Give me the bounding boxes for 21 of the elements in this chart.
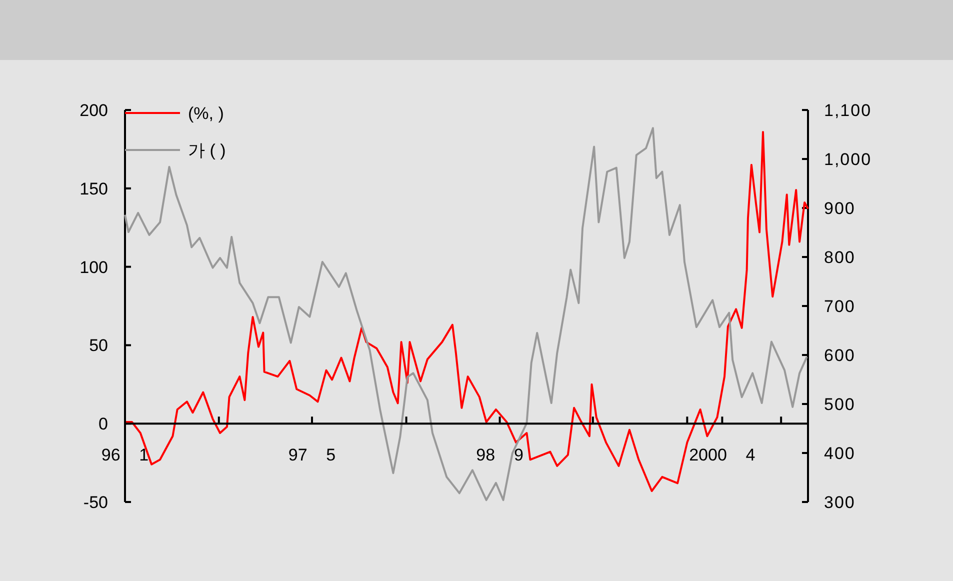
x-tick-label: 98 9 [476, 446, 524, 465]
x-tick-label: 2000 4 [689, 446, 756, 465]
x-tick-label: 97 5 [288, 446, 336, 465]
y2-tick-label: 300 [824, 493, 856, 512]
y2-tick-label: 600 [824, 346, 856, 365]
y2-tick-label: 500 [824, 395, 856, 414]
y2-tick-label: 800 [824, 248, 856, 267]
y2-tick-label: 700 [824, 297, 856, 316]
legend-label: (%, ) [188, 104, 224, 123]
legend-label: 가 ( ) [188, 141, 226, 160]
y-tick-label: 150 [80, 179, 108, 198]
y2-tick-label: 900 [824, 199, 856, 218]
x-tick-label: 96 1 [101, 446, 149, 465]
y-tick-label: 100 [80, 258, 108, 277]
y2-tick-label: 1,100 [824, 101, 872, 120]
y-tick-label: 50 [89, 336, 108, 356]
y2-tick-label: 1,000 [824, 150, 872, 169]
y-tick-label: -50 [83, 493, 108, 512]
y-tick-label: 0 [98, 414, 108, 434]
y2-tick-label: 400 [824, 444, 856, 463]
y-tick-label: 200 [80, 101, 108, 120]
